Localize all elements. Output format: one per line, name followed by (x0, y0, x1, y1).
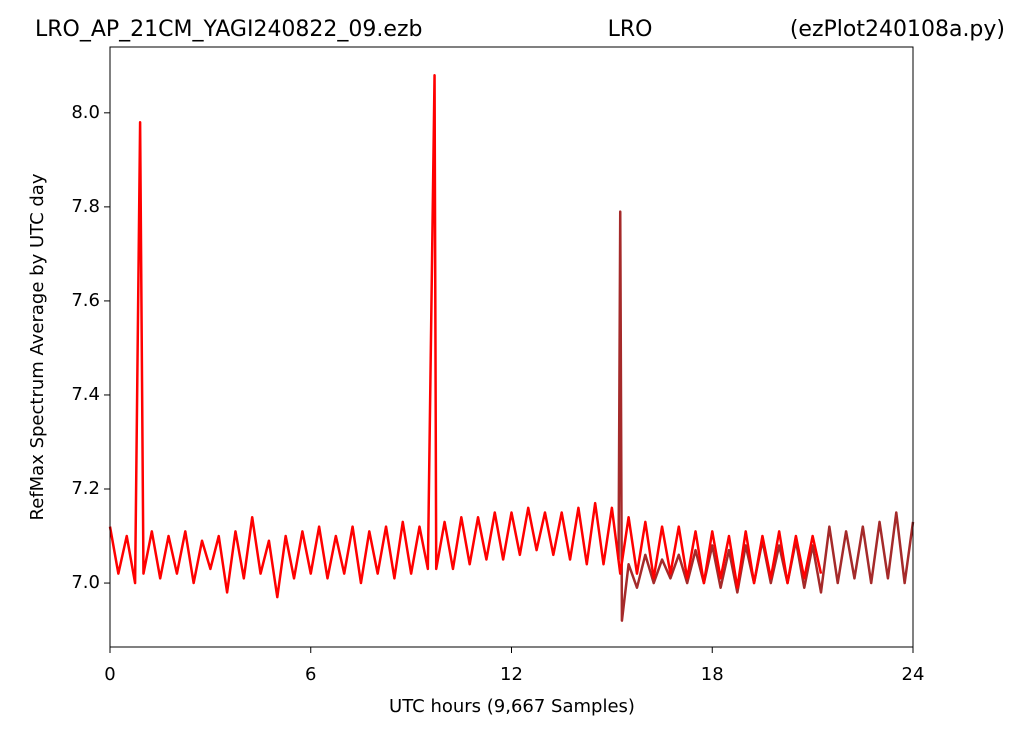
chart-title-left: LRO_AP_21CM_YAGI240822_09.ezb (35, 17, 422, 42)
plot-frame (109, 46, 914, 648)
y-tick-label: 7.8 (71, 196, 100, 217)
y-axis-label: RefMax Spectrum Average by UTC day (27, 173, 48, 520)
chart-title-center: LRO (608, 17, 653, 42)
series-line (108, 73, 823, 599)
x-tick-label: 12 (500, 664, 523, 685)
y-tick-label: 8.0 (71, 102, 100, 123)
x-tick-label: 0 (104, 664, 115, 685)
x-tick-label: 18 (701, 664, 724, 685)
y-tick-label: 7.4 (71, 384, 100, 405)
x-tick-label: 24 (902, 664, 925, 685)
y-tick-label: 7.2 (71, 478, 100, 499)
y-tick-label: 7.6 (71, 290, 100, 311)
x-axis-label: UTC hours (9,667 Samples) (389, 696, 635, 717)
chart-title-right: (ezPlot240108a.py) (790, 17, 1005, 42)
x-tick-label: 6 (305, 664, 316, 685)
y-tick-label: 7.0 (71, 572, 100, 593)
